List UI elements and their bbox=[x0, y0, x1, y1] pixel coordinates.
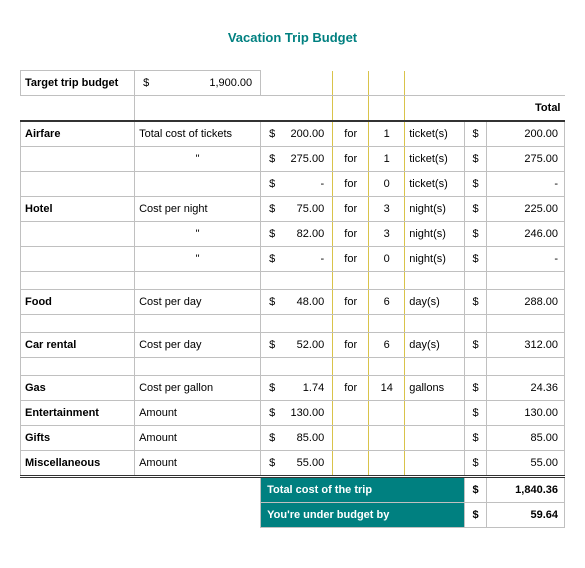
row-car: Car rental Cost per day $52.00 for 6 day… bbox=[21, 333, 565, 358]
total-cost-label: Total cost of the trip bbox=[261, 477, 465, 503]
row-spacer-2 bbox=[21, 315, 565, 333]
page-title: Vacation Trip Budget bbox=[20, 30, 565, 45]
row-gifts: Gifts Amount $85.00 $ 85.00 bbox=[21, 426, 565, 451]
row-entertainment: Entertainment Amount $130.00 $ 130.00 bbox=[21, 401, 565, 426]
row-hotel-3: " $- for 0 night(s) $ - bbox=[21, 247, 565, 272]
row-hotel-2: " $82.00 for 3 night(s) $ 246.00 bbox=[21, 222, 565, 247]
row-misc: Miscellaneous Amount $55.00 $ 55.00 bbox=[21, 451, 565, 477]
row-airfare-2: " $275.00 for 1 ticket(s) $ 275.00 bbox=[21, 147, 565, 172]
cat-gifts: Gifts bbox=[21, 426, 135, 451]
total-header: Total bbox=[465, 96, 565, 122]
row-total-cost: Total cost of the trip $ 1,840.36 bbox=[21, 477, 565, 503]
row-hotel-1: Hotel Cost per night $75.00 for 3 night(… bbox=[21, 197, 565, 222]
target-label: Target trip budget bbox=[21, 71, 135, 96]
cat-airfare: Airfare bbox=[21, 121, 135, 147]
desc: Total cost of tickets bbox=[135, 121, 261, 147]
budget-table: Target trip budget $1,900.00 Total Airfa… bbox=[20, 70, 565, 528]
target-amount: $1,900.00 bbox=[135, 71, 261, 96]
cat-gas: Gas bbox=[21, 376, 135, 401]
cat-car: Car rental bbox=[21, 333, 135, 358]
cat-hotel: Hotel bbox=[21, 197, 135, 222]
row-under-budget: You're under budget by $ 59.64 bbox=[21, 503, 565, 528]
total-header-row: Total bbox=[21, 96, 565, 122]
under-budget-label: You're under budget by bbox=[261, 503, 465, 528]
row-airfare-1: Airfare Total cost of tickets $200.00 fo… bbox=[21, 121, 565, 147]
cat-misc: Miscellaneous bbox=[21, 451, 135, 477]
row-gas: Gas Cost per gallon $1.74 for 14 gallons… bbox=[21, 376, 565, 401]
row-airfare-3: $- for 0 ticket(s) $ - bbox=[21, 172, 565, 197]
row-spacer-1 bbox=[21, 272, 565, 290]
cat-food: Food bbox=[21, 290, 135, 315]
row-food: Food Cost per day $48.00 for 6 day(s) $ … bbox=[21, 290, 565, 315]
row-spacer-3 bbox=[21, 358, 565, 376]
cat-ent: Entertainment bbox=[21, 401, 135, 426]
target-row: Target trip budget $1,900.00 bbox=[21, 71, 565, 96]
